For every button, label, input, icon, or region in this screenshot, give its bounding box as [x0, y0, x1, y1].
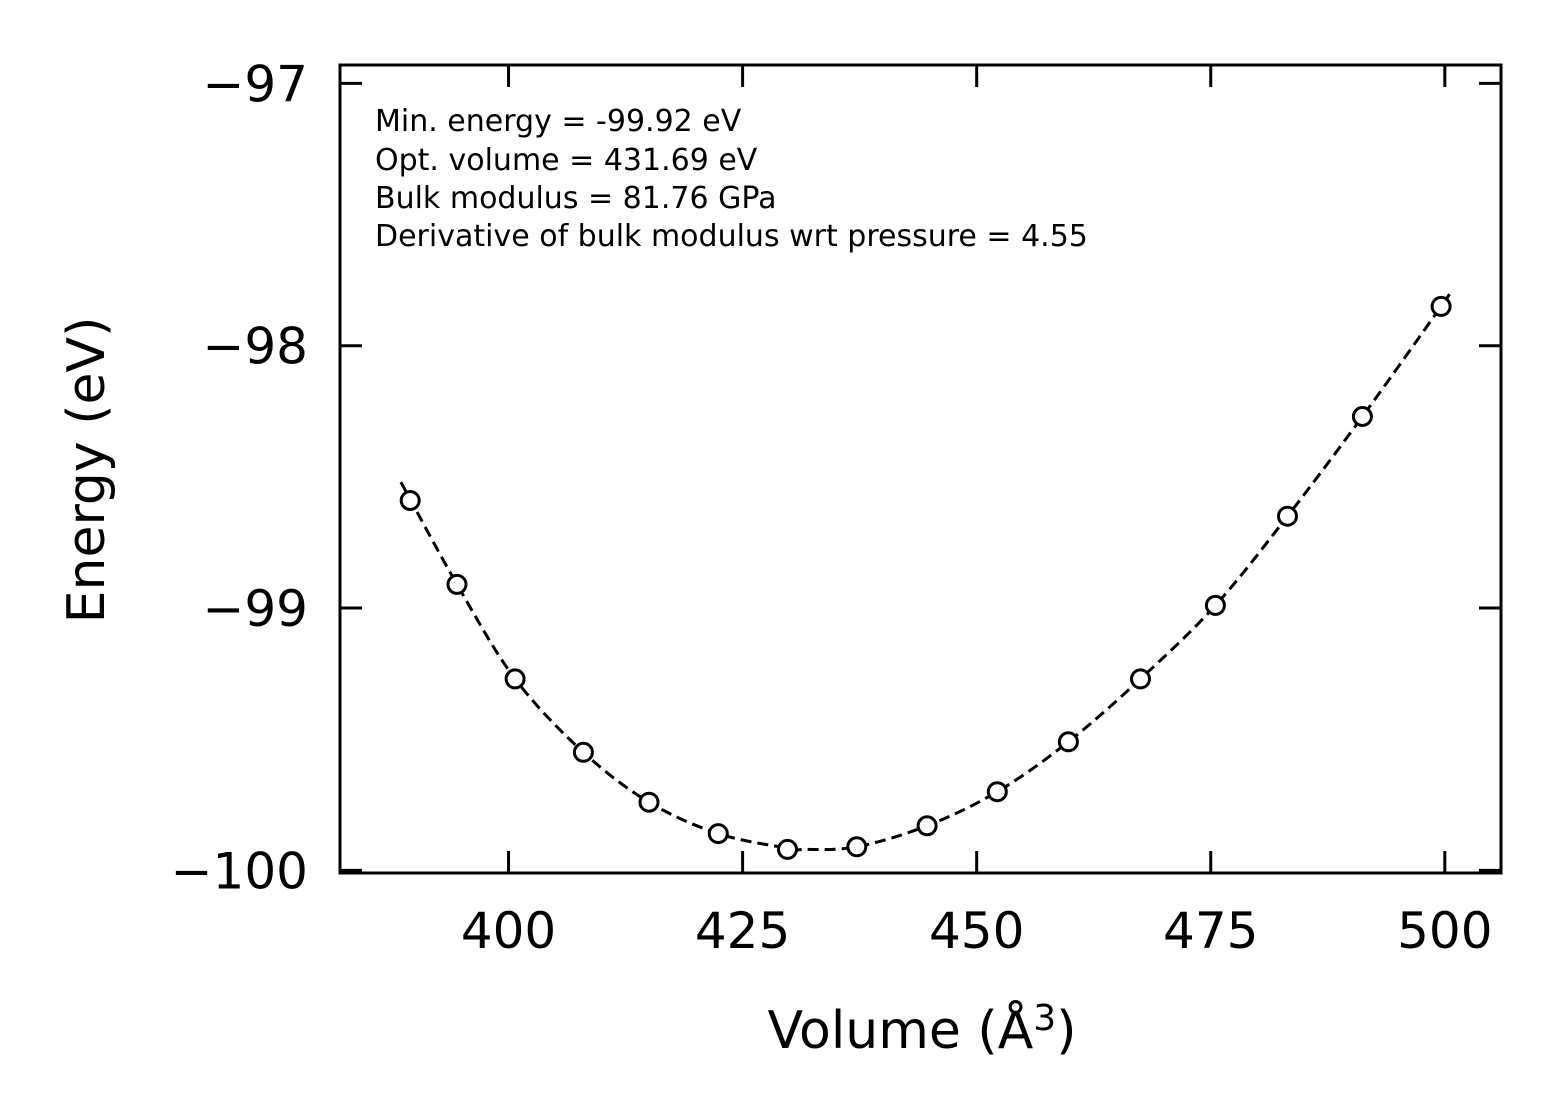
y-tick-label: −97: [202, 55, 308, 113]
data-point: [1204, 594, 1226, 616]
ticks-layer: 400 425 450 475 500 −100 −99 −98 −97: [171, 55, 1501, 960]
annotation-bulk-modulus-derivative: Derivative of bulk modulus wrt pressure …: [375, 219, 1088, 254]
data-point: [638, 791, 660, 813]
data-point: [504, 668, 526, 690]
data-point: [777, 838, 798, 860]
data-point: [707, 823, 729, 845]
data-point: [846, 836, 868, 858]
data-point: [916, 815, 938, 837]
fit-line-layer: [399, 291, 1452, 852]
y-tick-label: −99: [202, 580, 308, 638]
annotation-opt-volume: Opt. volume = 431.69 eV: [375, 143, 758, 178]
data-point: [1277, 505, 1298, 527]
y-tick-label: −98: [202, 318, 308, 376]
data-point: [1057, 731, 1079, 753]
data-point: [1430, 295, 1452, 317]
x-axis-title: Volume (Å3): [768, 998, 1077, 1061]
data-point: [986, 781, 1008, 803]
annotation-min-energy: Min. energy = -99.92 eV: [375, 104, 742, 139]
data-point: [572, 741, 594, 763]
x-tick-label: 400: [461, 902, 556, 960]
x-axis-title-close: ): [1056, 1001, 1076, 1061]
x-tick-label: 450: [929, 902, 1024, 960]
plot-frame: [338, 63, 1503, 875]
x-axis-title-main: Volume (Å: [768, 999, 1034, 1061]
data-point: [1351, 406, 1373, 427]
data-point: [1130, 668, 1151, 690]
x-tick-label: 500: [1397, 902, 1492, 960]
y-tick-label: −100: [171, 842, 308, 900]
data-point: [399, 490, 421, 511]
data-points-layer: [399, 295, 1452, 860]
annotation-bulk-modulus: Bulk modulus = 81.76 GPa: [375, 181, 776, 216]
x-axis-title-superscript: 3: [1033, 998, 1056, 1039]
x-tick-label: 475: [1163, 902, 1258, 960]
fit-curve: [399, 291, 1452, 852]
annotation-box: Min. energy = -99.92 eV Opt. volume = 43…: [375, 104, 1088, 254]
x-tick-label: 425: [695, 902, 790, 960]
data-point: [446, 573, 468, 595]
y-axis-title: Energy (eV): [57, 317, 117, 624]
